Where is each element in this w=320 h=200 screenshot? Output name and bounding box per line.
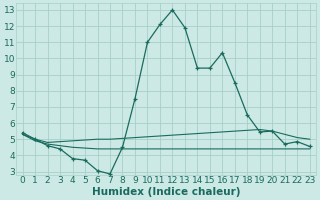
X-axis label: Humidex (Indice chaleur): Humidex (Indice chaleur) xyxy=(92,187,240,197)
